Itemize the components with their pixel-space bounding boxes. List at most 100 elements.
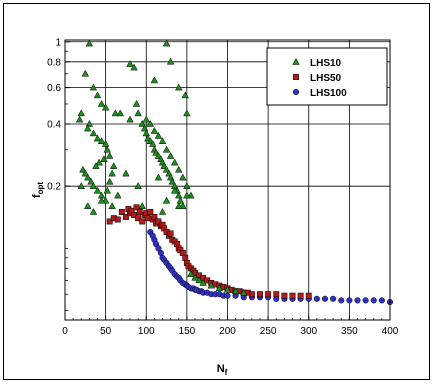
point-lhs10: [97, 137, 106, 144]
point-lhs10: [89, 83, 98, 91]
point-lhs100: [313, 295, 320, 302]
point-lhs10: [81, 69, 90, 77]
point-lhs10: [240, 288, 248, 296]
point-lhs10: [176, 196, 185, 204]
legend-marker-lhs100: [292, 88, 300, 96]
point-lhs10: [93, 186, 102, 194]
point-lhs10: [142, 115, 150, 123]
point-lhs10: [84, 173, 92, 181]
point-lhs10: [108, 169, 116, 177]
point-lhs10: [101, 103, 110, 111]
legend-label-lhs10: LHS10: [310, 58, 342, 69]
point-lhs10: [231, 287, 240, 294]
point-lhs10: [166, 151, 175, 159]
point-lhs10: [162, 196, 171, 204]
point-lhs50: [151, 213, 158, 220]
point-lhs50: [106, 218, 113, 225]
point-lhs100: [338, 297, 345, 304]
x-tick-label: 150: [179, 326, 196, 337]
point-lhs10: [111, 109, 120, 117]
point-lhs10: [97, 99, 106, 107]
point-lhs10: [89, 129, 98, 137]
point-lhs50: [297, 292, 304, 299]
point-lhs50: [131, 212, 138, 218]
y-tick-label: 0.2: [47, 182, 61, 193]
point-lhs50: [182, 254, 189, 261]
point-lhs10: [97, 196, 106, 204]
point-lhs10: [101, 139, 110, 147]
point-lhs10: [92, 162, 100, 169]
point-lhs10: [93, 134, 102, 142]
data-points: [75, 39, 394, 306]
point-lhs10: [138, 202, 146, 209]
point-lhs10: [85, 119, 94, 127]
x-tick-label: 350: [341, 326, 358, 337]
point-lhs10: [183, 109, 191, 117]
point-lhs10: [175, 83, 183, 91]
x-tick-label: 200: [219, 326, 236, 337]
point-lhs50: [133, 204, 140, 211]
point-lhs10: [138, 119, 146, 127]
y-tick-label: 0.4: [47, 119, 61, 130]
point-lhs100: [354, 297, 361, 304]
point-lhs10: [158, 137, 167, 144]
point-lhs10: [89, 182, 98, 189]
point-lhs10: [89, 207, 98, 215]
point-lhs10: [126, 60, 134, 67]
point-lhs10: [154, 131, 163, 139]
point-lhs10: [162, 39, 171, 47]
point-lhs10: [122, 169, 130, 177]
point-lhs10: [195, 276, 203, 284]
point-lhs10: [166, 57, 175, 65]
point-lhs10: [179, 173, 187, 181]
point-lhs10: [170, 186, 179, 194]
point-lhs10: [183, 182, 191, 189]
point-lhs10: [207, 281, 215, 289]
point-lhs10: [103, 145, 111, 153]
point-lhs10: [142, 129, 150, 137]
y-tick-label: 0.6: [47, 83, 61, 94]
point-lhs10: [158, 207, 167, 215]
chart-frame: [3, 3, 430, 380]
point-lhs50: [136, 209, 143, 215]
point-lhs10: [108, 202, 116, 209]
point-lhs10: [116, 109, 124, 117]
axis-ticks: 0 50 100 150 200 250 300 350 400 0.2 0.4 0.6 0.8 1: [47, 37, 399, 337]
y-axis-title-main: f: [31, 194, 43, 198]
point-lhs10: [154, 173, 163, 181]
point-lhs10: [105, 177, 114, 185]
x-axis-title-sub: f: [225, 368, 228, 377]
legend: LHS10 LHS50 LHS100: [266, 47, 388, 106]
x-tick-label: 0: [62, 326, 68, 337]
x-tick-label: 50: [100, 326, 112, 337]
point-lhs10: [79, 165, 87, 173]
point-lhs100: [370, 297, 377, 304]
point-lhs10: [130, 63, 138, 71]
point-lhs10: [95, 158, 103, 166]
point-lhs10: [150, 76, 159, 84]
point-lhs50: [265, 291, 272, 298]
point-lhs50: [248, 291, 255, 298]
y-tick-label: 0.8: [47, 57, 61, 68]
point-lhs10: [181, 91, 189, 99]
point-lhs10: [162, 165, 171, 173]
point-lhs50: [114, 216, 121, 223]
point-lhs50: [273, 291, 280, 298]
point-lhs10: [175, 191, 183, 199]
point-lhs10: [170, 158, 179, 166]
x-axis-title: Nf: [217, 363, 228, 377]
point-lhs50: [135, 215, 142, 222]
point-lhs10: [134, 182, 142, 189]
point-lhs10: [105, 151, 114, 159]
point-lhs10: [77, 182, 85, 189]
point-lhs50: [118, 209, 125, 215]
point-lhs50: [257, 291, 263, 298]
point-lhs10: [223, 285, 232, 293]
point-lhs10: [114, 191, 122, 199]
legend-marker-lhs10: [292, 57, 300, 65]
point-lhs10: [175, 202, 183, 209]
point-lhs10: [126, 115, 134, 123]
legend-marker-lhs50: [293, 74, 299, 80]
point-lhs10: [84, 124, 92, 132]
point-lhs100: [321, 295, 329, 302]
